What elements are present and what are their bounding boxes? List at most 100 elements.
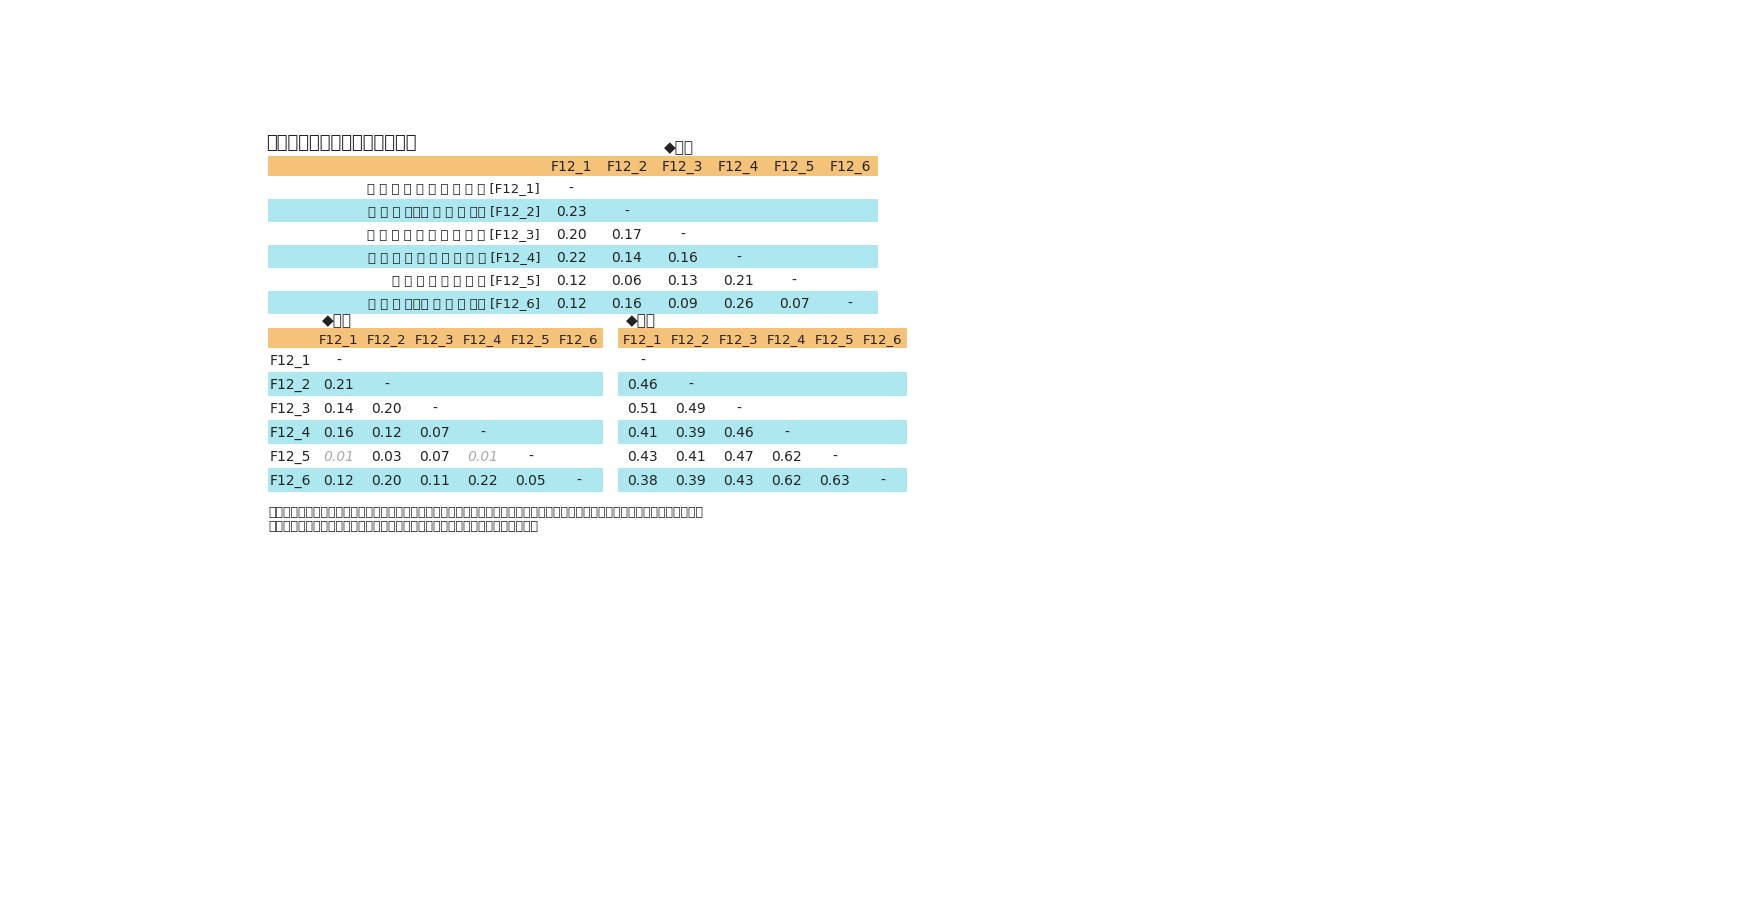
Text: 0.12: 0.12 [555, 297, 587, 310]
Text: -: - [625, 205, 629, 218]
Text: 0.22: 0.22 [467, 474, 498, 487]
Bar [268, 157, 877, 177]
Text: -: - [736, 251, 742, 264]
Text: 0.16: 0.16 [324, 426, 353, 439]
Text: F12_1: F12_1 [623, 333, 662, 345]
Text: -: - [336, 354, 341, 368]
Text: 0.01: 0.01 [467, 449, 498, 464]
Text: ◆誤答: ◆誤答 [322, 312, 352, 327]
Text: 0.16: 0.16 [611, 297, 642, 310]
Text: -: - [385, 378, 388, 391]
Bar [618, 349, 907, 373]
Text: 0.16: 0.16 [667, 251, 698, 264]
Text: F12_4: F12_4 [270, 426, 312, 439]
Text: 0.41: 0.41 [627, 426, 658, 439]
Text: 0.22: 0.22 [555, 251, 587, 264]
Text: 定 期 保 険（満 期 保 険 金） [F12_2]: 定 期 保 険（満 期 保 険 金） [F12_2] [367, 205, 540, 217]
Text: -: - [576, 474, 581, 487]
Text: が ん 保 険 （ 免 責 期 間 ） [F12_3]: が ん 保 険 （ 免 責 期 間 ） [F12_3] [367, 228, 540, 241]
Text: F12_5: F12_5 [815, 333, 855, 345]
Text: ◆正答: ◆正答 [663, 140, 695, 155]
Text: -: - [783, 426, 789, 439]
Bar [618, 373, 907, 397]
Text: 0.14: 0.14 [324, 401, 353, 416]
Text: 0.01: 0.01 [324, 449, 353, 464]
Bar [268, 420, 602, 445]
Text: （注１）「正答」の相関係数は、正答したサンプルを１、他のサンプルを０として計算した相関係数。「誤答」「不明」も同様。: （注１）「正答」の相関係数は、正答したサンプルを１、他のサンプルを０として計算し… [268, 506, 703, 519]
Text: -: - [736, 401, 742, 416]
Text: 0.49: 0.49 [676, 401, 705, 416]
Text: -: - [528, 449, 533, 464]
Text: 0.14: 0.14 [611, 251, 642, 264]
Text: 0.62: 0.62 [771, 474, 803, 487]
Text: 0.63: 0.63 [820, 474, 850, 487]
Text: -: - [481, 426, 486, 439]
Text: 0.09: 0.09 [667, 297, 698, 310]
Text: 0.20: 0.20 [371, 401, 402, 416]
Text: F12_2: F12_2 [606, 160, 648, 174]
Text: F12_4: F12_4 [463, 333, 503, 345]
Text: 0.17: 0.17 [611, 227, 642, 242]
Bar [268, 397, 602, 420]
Text: F12_1: F12_1 [270, 354, 312, 368]
Text: F12_5: F12_5 [510, 333, 550, 345]
Text: F12_3: F12_3 [719, 333, 759, 345]
Text: F12_2: F12_2 [367, 333, 406, 345]
Text: -: - [792, 273, 797, 288]
Text: 0.07: 0.07 [420, 449, 449, 464]
Text: 0.23: 0.23 [555, 205, 587, 218]
Bar [268, 292, 877, 315]
Text: 0.51: 0.51 [627, 401, 658, 416]
Bar [268, 246, 877, 269]
Text: 0.20: 0.20 [371, 474, 402, 487]
Text: F12_3: F12_3 [270, 401, 312, 416]
Text: F12_6: F12_6 [559, 333, 599, 345]
Text: F12_3: F12_3 [414, 333, 454, 345]
Bar [268, 468, 602, 492]
Text: 0.46: 0.46 [723, 426, 754, 439]
Text: 図表５　各設問への回答の相関: 図表５ 各設問への回答の相関 [266, 133, 416, 152]
Text: F12_5: F12_5 [773, 160, 815, 174]
Bar [268, 329, 602, 349]
Text: -: - [832, 449, 837, 464]
Text: 0.43: 0.43 [627, 449, 658, 464]
Text: 0.12: 0.12 [324, 474, 353, 487]
Text: 0.46: 0.46 [627, 378, 658, 391]
Text: 0.12: 0.12 [555, 273, 587, 288]
Bar [268, 373, 602, 397]
Text: F12_1: F12_1 [319, 333, 359, 345]
Text: -: - [432, 401, 437, 416]
Bar [268, 199, 877, 223]
Text: 0.62: 0.62 [771, 449, 803, 464]
Text: （注２）　文字が灰色の箇所は、有意な相関関係がない場所（有意水準５％）。: （注２） 文字が灰色の箇所は、有意な相関関係がない場所（有意水準５％）。 [268, 520, 538, 533]
Text: ◆不明: ◆不明 [627, 312, 656, 327]
Text: F12_6: F12_6 [270, 474, 312, 487]
Text: 0.07: 0.07 [778, 297, 810, 310]
Text: -: - [881, 474, 884, 487]
Text: 0.03: 0.03 [371, 449, 402, 464]
Text: 0.12: 0.12 [371, 426, 402, 439]
Text: 0.21: 0.21 [324, 378, 353, 391]
Bar [268, 223, 877, 246]
Text: 0.07: 0.07 [420, 426, 449, 439]
Text: 0.20: 0.20 [555, 227, 587, 242]
Text: 0.38: 0.38 [627, 474, 658, 487]
Text: 0.47: 0.47 [723, 449, 754, 464]
Bar [618, 468, 907, 492]
Bar [618, 397, 907, 420]
Text: -: - [641, 354, 644, 368]
Text: 0.43: 0.43 [723, 474, 754, 487]
Text: 0.41: 0.41 [676, 449, 705, 464]
Bar [618, 329, 907, 349]
Text: F12_4: F12_4 [766, 333, 806, 345]
Text: 0.11: 0.11 [420, 474, 451, 487]
Text: 株 式 投 資 （ 分 散 投 資 ） [F12_4]: 株 式 投 資 （ 分 散 投 資 ） [F12_4] [367, 251, 540, 264]
Text: 0.39: 0.39 [676, 426, 705, 439]
Bar [268, 349, 602, 373]
Bar [618, 445, 907, 468]
Text: -: - [688, 378, 693, 391]
Text: -: - [569, 181, 573, 195]
Text: 生 命 保 険 料 （ 男 女 別 ） [F12_1]: 生 命 保 険 料 （ 男 女 別 ） [F12_1] [367, 181, 540, 195]
Text: 0.06: 0.06 [611, 273, 642, 288]
Text: F12_5: F12_5 [270, 449, 312, 464]
